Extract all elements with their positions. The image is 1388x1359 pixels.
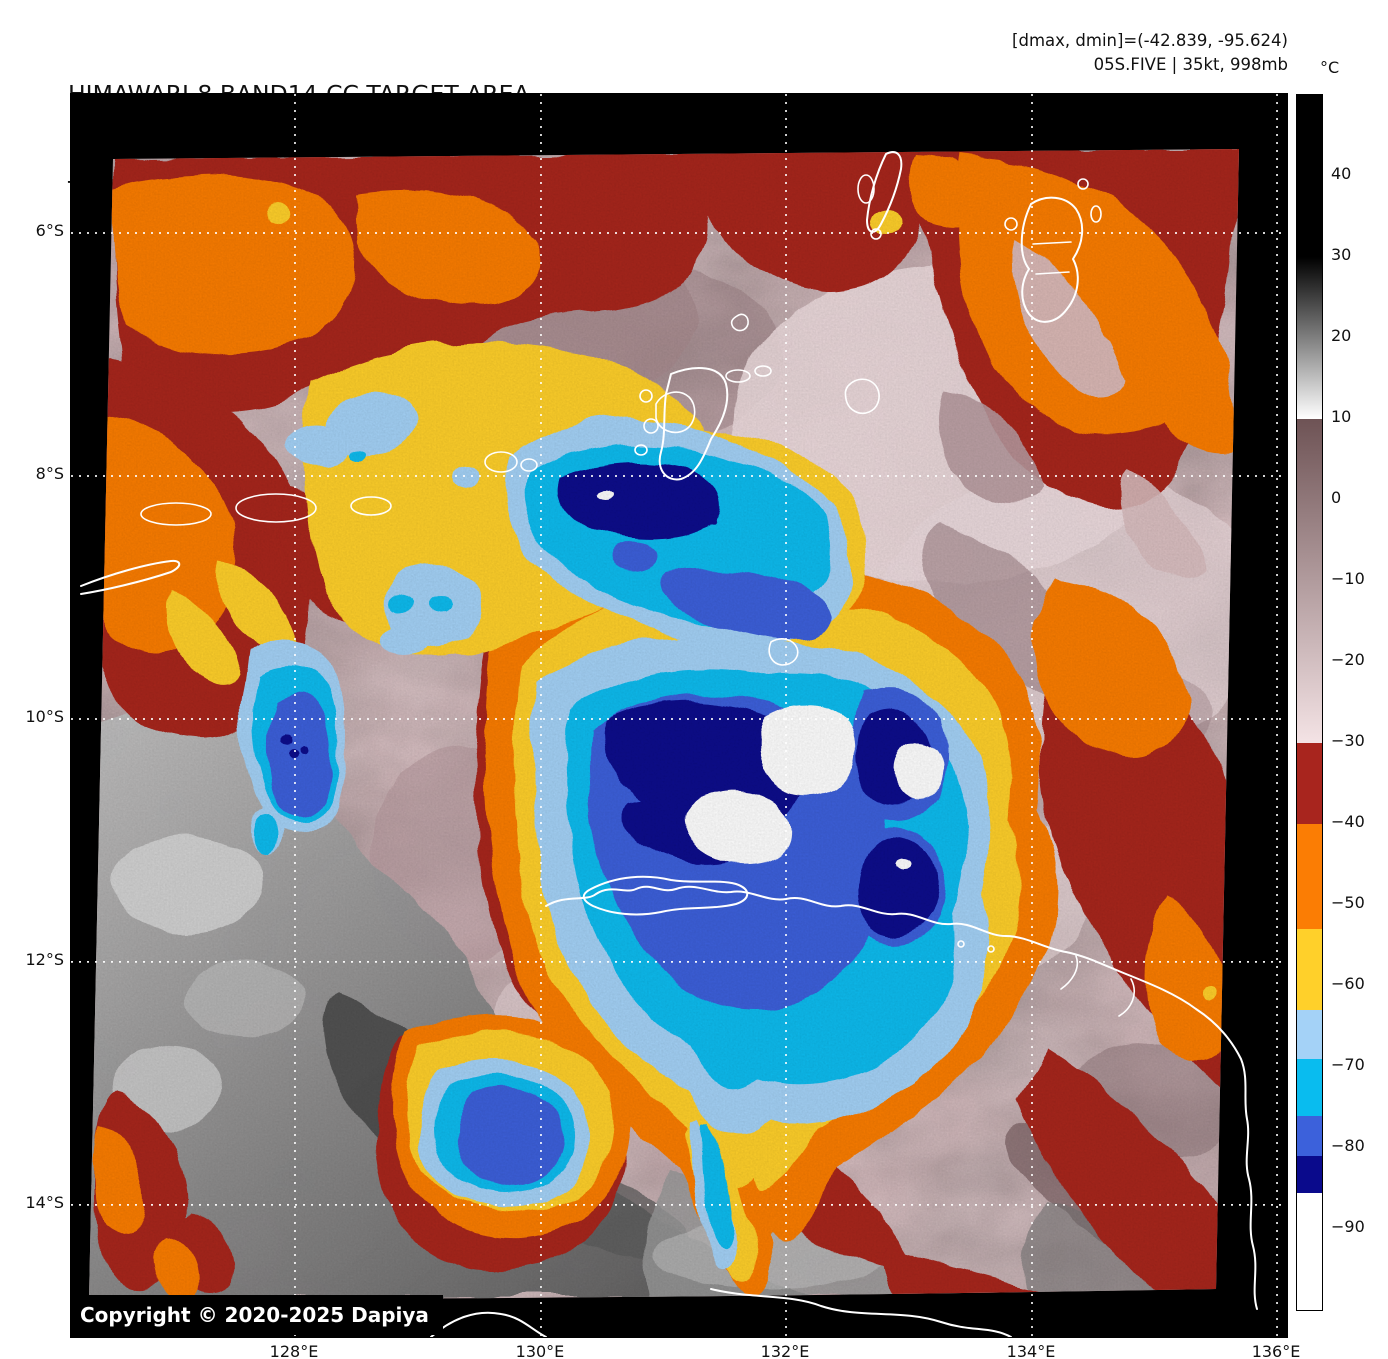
colorbar-tick-label: −30 [1331,731,1365,750]
map-plot: Copyright © 2020-2025 Dapiya [70,93,1288,1338]
colorbar-segment [1297,1115,1322,1157]
colorbar-segment [1297,929,1322,1011]
colorbar-segment [1297,824,1322,930]
colorbar-tick-label: 40 [1331,164,1352,183]
colorbar-segment [1297,257,1322,419]
dmax-dmin-annotation: [dmax, dmin]=(-42.839, -95.624) [1012,31,1288,50]
colorbar-segment [1297,419,1322,743]
colorbar-unit-label: °C [1320,58,1340,77]
colorbar-segment [1297,1010,1322,1059]
satellite-image [71,94,1287,1337]
colorbar-tick-label: 20 [1331,326,1352,345]
copyright-badge: Copyright © 2020-2025 Dapiya [71,1295,443,1335]
storm-annotation: 05S.FIVE | 35kt, 998mb [1093,55,1288,74]
colorbar-segment [1297,1156,1322,1193]
lat-tick-label: 6°S [35,220,64,240]
graticule [71,94,1287,1337]
colorbar [1296,94,1323,1311]
satellite-swath [89,149,1239,1300]
colorbar-segment [1297,743,1322,824]
colorbar-segment [1297,1192,1322,1310]
colorbar-tick-label: 30 [1331,245,1352,264]
coastlines [80,151,1258,1337]
colorbar-tick-label: −80 [1331,1136,1365,1155]
colorbar-tick-label: −20 [1331,650,1365,669]
colorbar-tick-label: −40 [1331,812,1365,831]
lon-tick-label: 130°E [515,1342,565,1359]
lon-tick-label: 136°E [1251,1342,1301,1359]
lat-tick-label: 10°S [25,706,64,726]
header-annotations: [dmax, dmin]=(-42.839, -95.624) 05S.FIVE… [1012,29,1288,77]
lon-tick-label: 128°E [269,1342,319,1359]
colorbar-tick-label: 10 [1331,407,1352,426]
colorbar-tick-label: −50 [1331,893,1365,912]
colorbar-tick-label: −90 [1331,1217,1365,1236]
colorbar-tick-label: −70 [1331,1055,1365,1074]
lat-tick-label: 8°S [35,463,64,483]
lat-tick-label: 12°S [25,949,64,969]
colorbar-tick-label: 0 [1331,488,1342,507]
lon-tick-label: 132°E [760,1342,810,1359]
colorbar-tick-label: −10 [1331,569,1365,588]
lat-tick-label: 14°S [25,1192,64,1212]
colorbar-segment [1297,1058,1322,1116]
lon-tick-label: 134°E [1006,1342,1056,1359]
colorbar-tick-label: −60 [1331,974,1365,993]
pixel-grain [89,149,1239,1300]
colorbar-segment [1297,95,1322,257]
